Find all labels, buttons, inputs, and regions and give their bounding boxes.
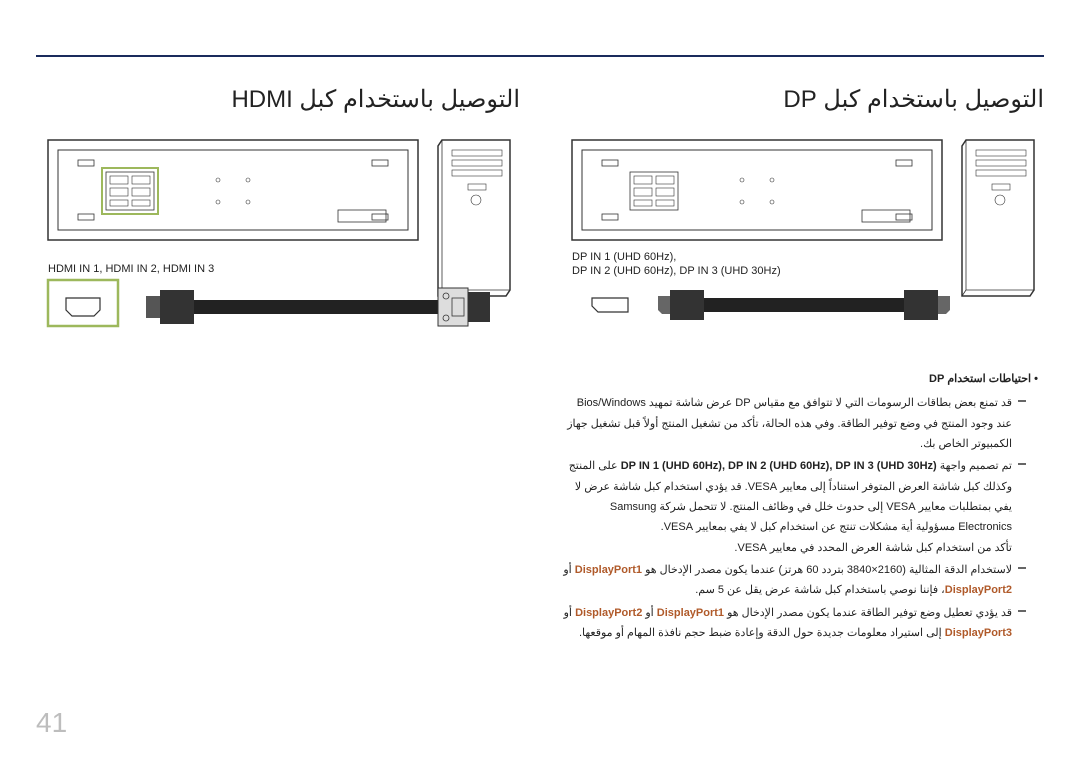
hdmi-port-label: HDMI IN 1, HDMI IN 2, HDMI IN 3 [48,263,214,275]
dp-port-label-2: DP IN 2 (UHD 60Hz), DP IN 3 (UHD 30Hz) [572,265,781,277]
dp-note-item: لاستخدام الدقة المثالية (3840×2160 بتردد… [560,560,1026,601]
dp-diagram: DP IN 1 (UHD 60Hz), DP IN 2 (UHD 60Hz), … [560,132,1044,342]
dp-note-item: قد يؤدي تعطيل وضع توفير الطاقة عندما يكو… [560,603,1026,644]
hdmi-diagram: HDMI IN 1, HDMI IN 2, HDMI IN 3 [36,132,520,342]
header-rule [36,55,1044,57]
dp-port-label-1: DP IN 1 (UHD 60Hz), [572,251,676,263]
dp-note-item: قد تمنع بعض بطاقات الرسومات التي لا تتوا… [560,393,1026,454]
page-number: 41 [36,707,67,739]
dp-notes: احتياطات استخدام DP قد تمنع بعض بطاقات ا… [560,369,1044,643]
dp-heading: التوصيل باستخدام كبل DP [560,85,1044,114]
dp-notes-list: قد تمنع بعض بطاقات الرسومات التي لا تتوا… [560,393,1044,643]
hdmi-heading: التوصيل باستخدام كبل HDMI [36,85,520,114]
page-content: التوصيل باستخدام كبل HDMI [36,85,1044,763]
dp-notes-title: احتياطات استخدام DP [560,369,1044,389]
dp-section: التوصيل باستخدام كبل DP [560,85,1044,645]
hdmi-section: التوصيل باستخدام كبل HDMI [36,85,520,645]
dp-note-item: تم تصميم واجهة DP IN 1 (UHD 60Hz), DP IN… [560,456,1026,558]
